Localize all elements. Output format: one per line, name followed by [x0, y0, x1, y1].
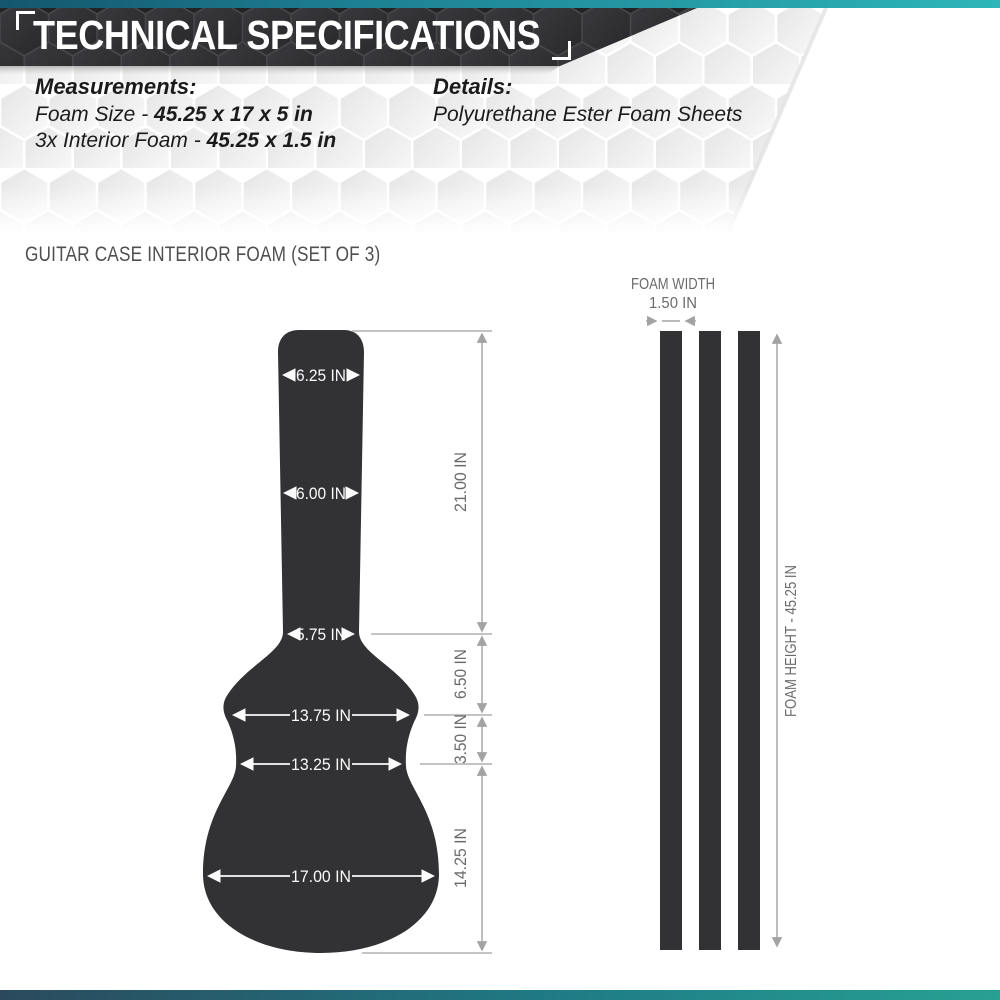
page-title: TECHNICAL SPECIFICATIONS: [33, 11, 541, 58]
dim-top-width: 6.25 IN: [296, 366, 346, 385]
guitar-foam-silhouette: [203, 330, 439, 953]
dim-neck-width: 6.00 IN: [296, 484, 346, 503]
foam-height-label: FOAM HEIGHT - 45.25 IN: [783, 565, 800, 717]
title-bracket-topleft: [16, 11, 35, 30]
dim-waist-width: 13.25 IN: [291, 755, 351, 774]
bottom-accent-bar: [0, 990, 1000, 1000]
details-material: Polyurethane Ester Foam Sheets: [433, 103, 743, 126]
foam-width-label: FOAM WIDTH: [631, 276, 715, 293]
height-dimension-labels: 21.00 IN 6.50 IN 3.50 IN 14.25 IN: [451, 452, 470, 888]
dim-lower-bout-width: 17.00 IN: [291, 867, 351, 886]
foam-sheet-bar: [660, 331, 682, 950]
dim-upper-bout-width: 13.75 IN: [291, 706, 351, 725]
foam-size-value: 45.25 x 17 x 5 in: [154, 103, 313, 126]
details-block: Details: Polyurethane Ester Foam Sheets: [433, 74, 742, 128]
interior-foam-line: 3x Interior Foam - 45.25 x 1.5 in: [35, 128, 336, 154]
foam-sheet-bar: [738, 331, 760, 950]
top-accent-bar: [0, 0, 1000, 8]
extension-lines: [352, 330, 492, 954]
foam-width-labels: FOAM WIDTH 1.50 IN: [631, 276, 715, 312]
foam-sheet-bar: [699, 331, 721, 950]
foam-sheet-bars: [660, 331, 760, 950]
title-plate: [0, 8, 697, 66]
details-heading: Details:: [433, 74, 513, 99]
header-background: [0, 7, 840, 234]
foam-size-label: Foam Size -: [35, 103, 155, 126]
title-bracket-bottomright: [552, 41, 571, 60]
hexagon-fade: [0, 186, 840, 234]
foam-width-value: 1.50 IN: [649, 295, 697, 312]
title-plate-shadow: [0, 66, 560, 75]
guitar-width-labels: 6.25 IN 6.00 IN 5.75 IN 13.75 IN 13.25 I…: [291, 366, 351, 886]
dim-neck-base-width: 5.75 IN: [296, 625, 346, 644]
interior-foam-value: 45.25 x 1.5 in: [206, 129, 337, 152]
foam-size-line: Foam Size - 45.25 x 17 x 5 in: [35, 102, 336, 128]
measurements-heading: Measurements:: [35, 74, 197, 99]
guitar-width-arrows: [206, 368, 436, 883]
dim-waist-height: 3.50 IN: [451, 714, 470, 764]
interior-foam-label: 3x Interior Foam -: [35, 129, 207, 152]
measurements-block: Measurements: Foam Size - 45.25 x 17 x 5…: [35, 74, 336, 154]
dim-neck-height: 21.00 IN: [451, 452, 470, 512]
dim-shoulder-height: 6.50 IN: [451, 649, 470, 699]
section-title: GUITAR CASE INTERIOR FOAM (SET OF 3): [25, 243, 381, 266]
dim-body-height: 14.25 IN: [451, 828, 470, 888]
